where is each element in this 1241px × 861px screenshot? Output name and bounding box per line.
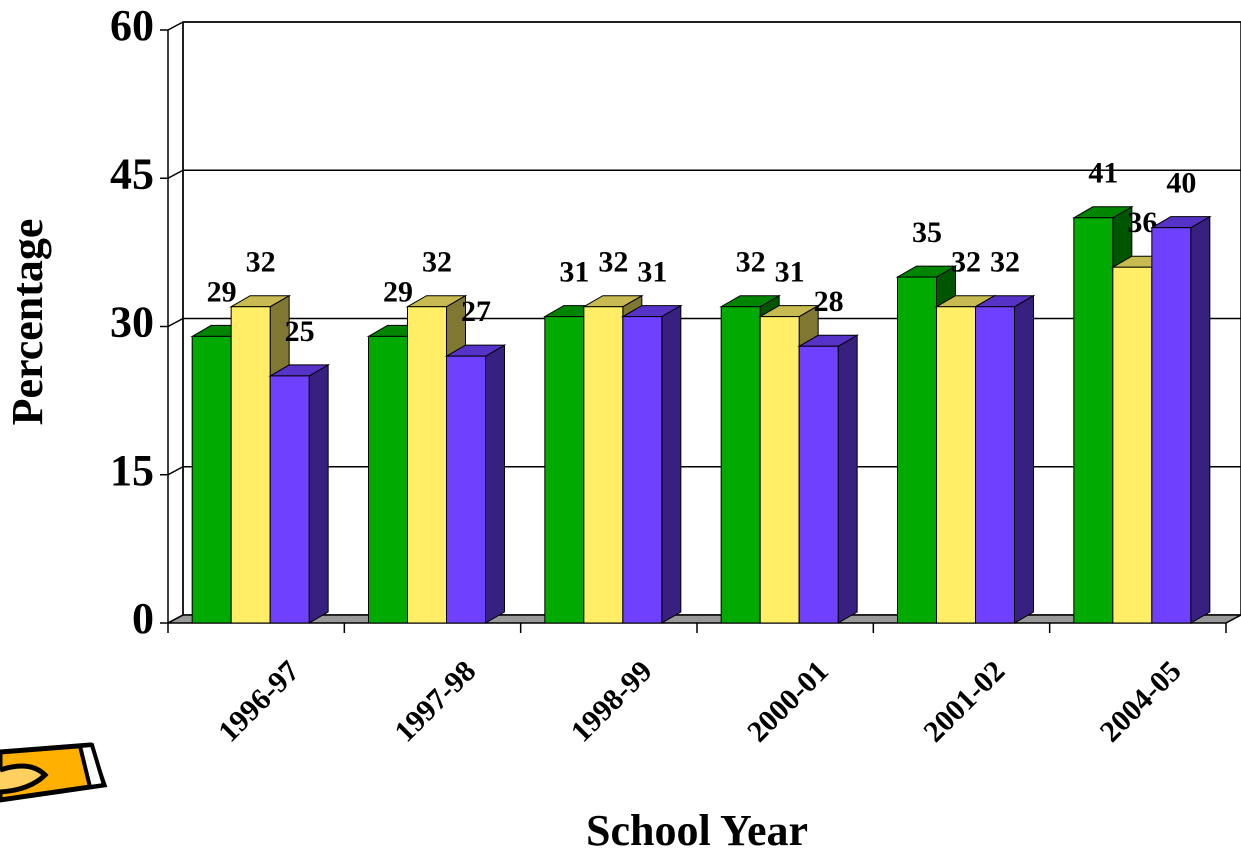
pencil-icon <box>0 742 108 803</box>
value-label: 28 <box>814 285 844 318</box>
value-label: 32 <box>598 246 628 279</box>
wall-edge <box>167 614 184 624</box>
bar <box>798 345 839 624</box>
value-label: 27 <box>461 295 491 328</box>
bar <box>1151 227 1192 624</box>
bar <box>1112 266 1153 624</box>
bar-side <box>485 344 505 624</box>
bar <box>897 276 937 624</box>
x-tick-label: 1996-97 <box>212 654 306 748</box>
value-label: 32 <box>736 246 766 279</box>
bar <box>622 316 663 624</box>
wall-edge <box>167 317 184 328</box>
value-label: 35 <box>912 216 942 249</box>
wall-edge <box>167 169 184 179</box>
x-tick-label: 1998-99 <box>565 654 659 748</box>
x-axis-title: School Year <box>586 806 808 855</box>
bar <box>269 375 310 624</box>
y-tick-label: 30 <box>110 298 154 347</box>
value-label: 41 <box>1088 157 1118 190</box>
value-label: 31 <box>559 256 589 289</box>
value-label: 32 <box>990 246 1020 279</box>
x-tick-label: 2001-02 <box>917 654 1011 748</box>
bar <box>230 306 271 624</box>
bar <box>446 355 486 624</box>
value-label: 29 <box>207 275 237 308</box>
x-tick-label: 1997-98 <box>388 654 482 748</box>
bar-side <box>661 304 682 624</box>
bar-side <box>1014 294 1034 624</box>
bar <box>720 306 761 624</box>
x-tick-label: 2000-01 <box>741 654 835 748</box>
bar <box>759 316 800 624</box>
y-tick-label: 60 <box>110 1 154 50</box>
x-tick-label: 2004-05 <box>1094 654 1188 748</box>
value-label: 31 <box>775 256 805 289</box>
value-label: 32 <box>246 246 276 279</box>
bar <box>544 316 585 624</box>
y-axis-title: Percentage <box>3 219 52 426</box>
value-label: 32 <box>422 246 452 279</box>
value-label: 29 <box>383 275 413 308</box>
bar <box>191 335 232 624</box>
bar <box>975 306 1015 624</box>
bar <box>368 335 408 624</box>
bar <box>583 306 624 624</box>
wall-edge <box>167 21 184 31</box>
value-label: 32 <box>951 246 981 279</box>
bar <box>1073 217 1114 624</box>
y-tick-label: 15 <box>110 446 154 495</box>
bar-side <box>837 334 858 624</box>
wall-edge <box>167 466 184 476</box>
bar <box>936 306 976 624</box>
value-label: 31 <box>637 256 667 289</box>
y-tick-label: 45 <box>110 149 154 198</box>
y-tick-label: 0 <box>132 594 154 643</box>
bar <box>407 306 447 624</box>
value-label: 25 <box>285 315 315 348</box>
value-label: 40 <box>1166 167 1196 200</box>
bar-side <box>308 364 329 624</box>
bar-side <box>1190 215 1211 624</box>
